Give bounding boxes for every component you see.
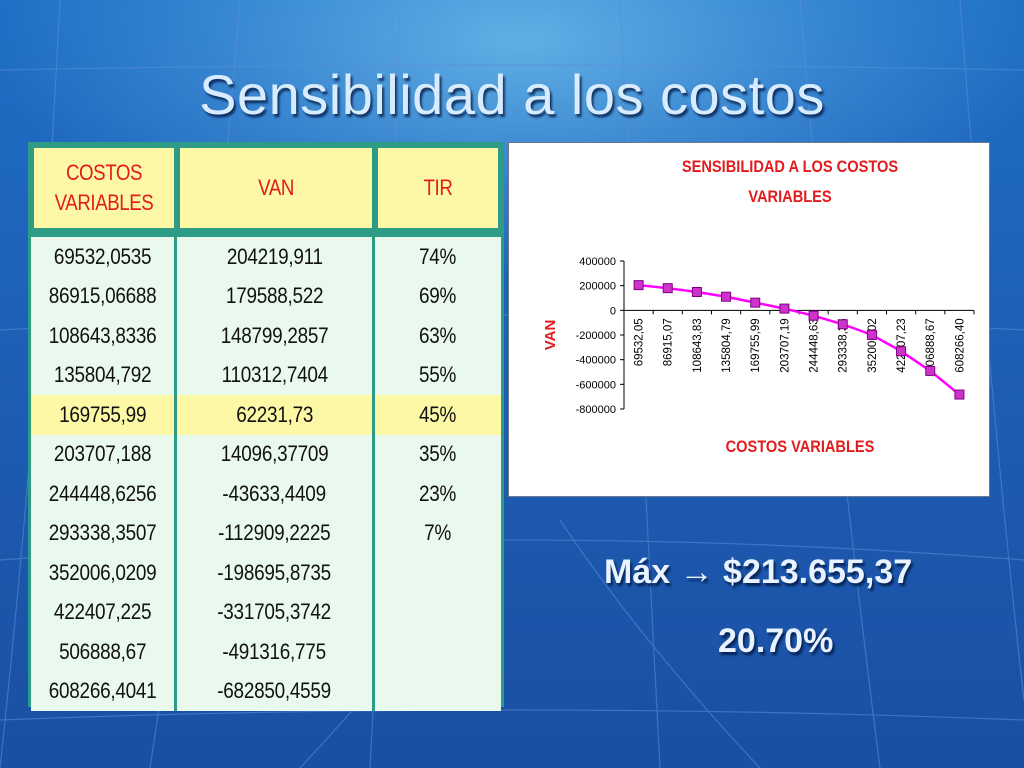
x-tick-label: 422407,23 — [896, 318, 908, 372]
data-point — [633, 280, 644, 291]
cell-tir: 45% — [375, 395, 501, 435]
table-row: 244448,6256 -43633,4409 23% — [31, 474, 501, 514]
cell-van: 62231,73 — [177, 395, 375, 435]
table-row: 293338,3507 -112909,2225 7% — [31, 513, 501, 553]
x-tick-label: 244448,63 — [809, 318, 821, 372]
data-point — [837, 319, 848, 330]
y-tick-label: -800000 — [576, 404, 616, 416]
chart-title-line-2: VARIABLES — [748, 188, 831, 206]
y-tick-label: 0 — [610, 305, 616, 317]
data-point — [866, 329, 877, 340]
data-point — [750, 297, 761, 308]
table-header-row: COSTOS VARIABLES VAN TIR — [31, 145, 501, 231]
table-row: 69532,0535 204219,911 74% — [31, 231, 501, 277]
van-chart: SENSIBILIDAD A LOS COSTOS VARIABLES 400000… — [508, 142, 990, 497]
chart-title-line-1: SENSIBILIDAD A LOS COSTOS — [682, 158, 898, 176]
chart-svg: SENSIBILIDAD A LOS COSTOS VARIABLES 400000… — [542, 158, 975, 456]
x-tick-label: 86915,07 — [663, 318, 675, 366]
table-row: 135804,792 110312,7404 55% — [31, 355, 501, 395]
cell-costos-variables: 506888,67 — [31, 632, 177, 672]
cell-van: 204219,911 — [177, 231, 375, 277]
cell-van: -43633,4409 — [177, 474, 375, 514]
data-point — [691, 286, 702, 297]
cell-van: -682850,4559 — [177, 671, 375, 711]
cell-tir: 23% — [375, 474, 501, 514]
cell-van: 179588,522 — [177, 276, 375, 316]
x-tick-label: 352006,02 — [867, 318, 879, 372]
header-costos-variables: COSTOS VARIABLES — [31, 145, 177, 231]
x-tick-label: 169755,99 — [750, 318, 762, 372]
cell-van: -491316,775 — [177, 632, 375, 672]
cell-tir: 69% — [375, 276, 501, 316]
cell-van: -198695,8735 — [177, 553, 375, 593]
cell-tir: 35% — [375, 434, 501, 474]
x-tick-label: 108643,83 — [692, 318, 704, 372]
cell-van: -331705,3742 — [177, 592, 375, 632]
cell-costos-variables: 86915,06688 — [31, 276, 177, 316]
y-tick-label: -600000 — [576, 379, 616, 391]
slide-title: Sensibilidad a los costos — [199, 63, 825, 126]
x-axis-title: COSTOS VARIABLES — [726, 438, 875, 456]
x-tick-label: 293338,35 — [838, 318, 850, 372]
cell-costos-variables: 108643,8336 — [31, 316, 177, 356]
table-row: 608266,4041 -682850,4559 — [31, 671, 501, 711]
y-tick-label: 400000 — [579, 256, 616, 268]
cell-tir: 55% — [375, 355, 501, 395]
cell-costos-variables: 352006,0209 — [31, 553, 177, 593]
table-row: 169755,99 62231,73 45% — [31, 395, 501, 435]
cell-van: 110312,7404 — [177, 355, 375, 395]
y-tick-label: -200000 — [576, 330, 616, 342]
table-row: 108643,8336 148799,2857 63% — [31, 316, 501, 356]
cell-tir: 74% — [375, 231, 501, 277]
cell-van: 148799,2857 — [177, 316, 375, 356]
cell-tir — [375, 553, 501, 593]
table-row: 203707,188 14096,37709 35% — [31, 434, 501, 474]
cell-tir — [375, 592, 501, 632]
series-line — [638, 283, 961, 396]
cell-costos-variables: 169755,99 — [31, 395, 177, 435]
table-row: 86915,06688 179588,522 69% — [31, 276, 501, 316]
cell-tir — [375, 671, 501, 711]
y-tick-label: 200000 — [579, 281, 616, 293]
cell-tir: 63% — [375, 316, 501, 356]
y-tick-label: -400000 — [576, 355, 616, 367]
x-tick-label: 135804,79 — [721, 318, 733, 372]
x-tick-label: 608266,40 — [954, 318, 966, 372]
y-axis-title: VAN — [542, 320, 559, 351]
data-point — [721, 291, 732, 302]
data-point — [808, 310, 819, 321]
data-point — [925, 365, 936, 376]
cell-costos-variables: 422407,225 — [31, 592, 177, 632]
x-tick-label: 203707,19 — [779, 318, 791, 372]
header-van: VAN — [177, 145, 375, 231]
cell-tir: 7% — [375, 513, 501, 553]
cell-van: -112909,2225 — [177, 513, 375, 553]
cell-costos-variables: 293338,3507 — [31, 513, 177, 553]
data-point — [662, 283, 673, 294]
data-point — [896, 346, 907, 357]
sensitivity-table: COSTOS VARIABLES VAN TIR 69532,0535 20421… — [31, 145, 501, 711]
data-table-container: COSTOS VARIABLES VAN TIR 69532,0535 20421… — [28, 142, 504, 711]
data-point — [779, 303, 790, 314]
cell-tir — [375, 632, 501, 672]
tir-value-label: 20.70% — [718, 622, 834, 660]
cell-costos-variables: 608266,4041 — [31, 671, 177, 711]
cell-costos-variables: 135804,792 — [31, 355, 177, 395]
cell-costos-variables: 203707,188 — [31, 434, 177, 474]
x-tick-label: 69532,05 — [634, 318, 646, 366]
table-row: 352006,0209 -198695,8735 — [31, 553, 501, 593]
header-tir: TIR — [375, 145, 501, 231]
cell-costos-variables: 244448,6256 — [31, 474, 177, 514]
table-row: 422407,225 -331705,3742 — [31, 592, 501, 632]
table-row: 506888,67 -491316,775 — [31, 632, 501, 672]
cell-van: 14096,37709 — [177, 434, 375, 474]
data-point — [954, 389, 965, 400]
x-tick-label: 506888,67 — [925, 318, 937, 372]
cell-costos-variables: 69532,0535 — [31, 231, 177, 277]
max-van-label: Máx → $213.655,37 — [604, 553, 913, 591]
